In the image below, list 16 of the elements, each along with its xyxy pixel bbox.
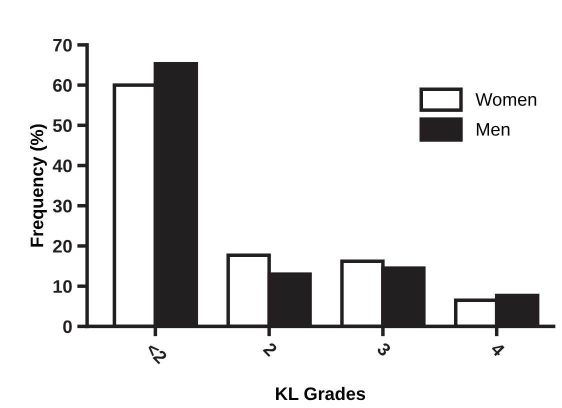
x-tick-label: 3 xyxy=(376,342,392,358)
y-tick-label: 60 xyxy=(53,79,72,92)
y-tick-label: 30 xyxy=(52,200,72,212)
y-tick-label: 70 xyxy=(53,38,72,52)
y-tick-label: 0 xyxy=(63,320,72,334)
x-tick-label: 2 xyxy=(262,342,278,357)
y-tick-label: 10 xyxy=(54,280,72,293)
x-tick-label: <2 xyxy=(145,342,168,364)
legend-label: Men xyxy=(476,123,510,136)
y-tick-label: 50 xyxy=(53,119,72,132)
x-axis-title: KL Grades xyxy=(276,386,366,400)
y-tick-label: 20 xyxy=(53,240,72,253)
x-tick-label: 4 xyxy=(490,342,506,358)
y-tick-label: 40 xyxy=(52,159,72,172)
y-axis-title: Frequency (%) xyxy=(30,124,47,247)
legend-label: Women xyxy=(476,93,536,106)
